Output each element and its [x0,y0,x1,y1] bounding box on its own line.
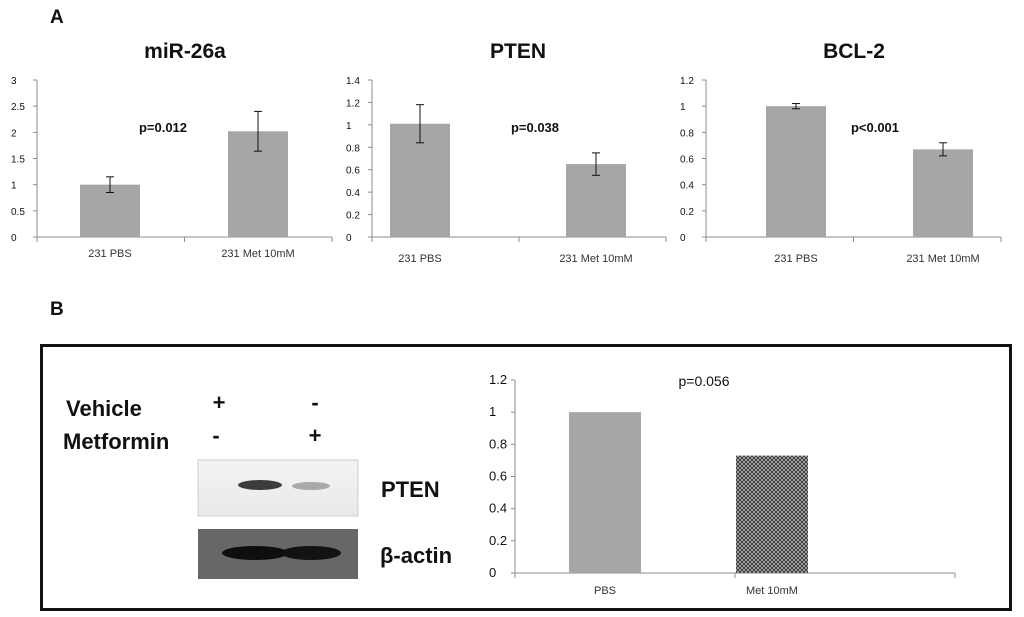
chart-western-quant: 0 0.2 0.4 0.6 0.8 1 1.2 PBS Met 10mM p=0.056 [489,372,956,597]
chart0-ytick-label: 1 [11,181,17,192]
chart0-title: miR-26a [144,40,226,63]
chart2-ytick-label: 0.4 [680,181,694,192]
chart2-title: BCL-2 [823,40,885,63]
chart3-ytick-label: 0.2 [489,533,507,548]
metformin-lane2-mark: + [309,423,322,448]
chart0-ytick-label: 3 [11,76,17,87]
chart2-p-value: p<0.001 [851,120,899,135]
chart0-category-label: 231 PBS [88,248,131,260]
chart3-ytick-label: 0.6 [489,469,507,484]
chart3-bar-1 [569,412,641,573]
chart0-ytick-label: 1.5 [11,155,25,166]
vehicle-lane1-mark: + [213,390,226,415]
vehicle-lane2-mark: - [311,390,318,415]
chart2-bar-1 [766,106,826,238]
western-blot-image [197,459,359,579]
metformin-label: Metformin [63,429,169,454]
chart-mir26a: miR-26a 0 0.5 1 1.5 2 2.5 3 231 PBS 231 Met 10mM p… [11,40,333,260]
panel-b-label: B [50,299,64,320]
chart2-category-label: 231 PBS [774,253,817,265]
chart3-ytick-label: 0.8 [489,436,507,451]
panel-a-label: A [50,7,64,28]
chart1-category-label: 231 PBS [398,253,441,265]
chart0-bar-1 [80,184,140,237]
chart2-ytick-label: 0 [680,233,686,244]
chart1-category-label: 231 Met 10mM [559,253,632,265]
chart0-ytick-label: 0 [11,233,17,244]
actin-band-lane2 [281,546,341,560]
chart2-ytick-label: 0.8 [680,128,694,139]
pten-band-label: PTEN [381,477,440,502]
chart3-p-value: p=0.056 [679,373,730,389]
chart3-category-label: Met 10mM [746,585,798,597]
panel-b-frame [40,344,1012,611]
metformin-lane1-mark: - [212,423,219,448]
chart3-bar-2 [736,455,808,573]
chart1-bar-2 [566,164,626,237]
chart3-category-label: PBS [594,585,616,597]
pten-band-lane1 [238,480,282,490]
chart0-ytick-label: 0.5 [11,207,25,218]
chart3-ytick-label: 1.2 [489,372,507,387]
chart2-bar-2 [913,149,973,237]
chart0-ytick-label: 2 [11,128,17,139]
chart3-ytick-label: 0 [489,565,496,580]
chart0-p-value: p=0.012 [139,120,187,135]
chart-pten: PTEN 0 0.2 0.4 0.6 0.8 1 1.2 1.4 231 PBS 231 Met 1… [346,40,667,265]
chart2-ytick-label: 0.6 [680,155,694,166]
chart1-ytick-label: 0.6 [346,166,360,177]
chart0-ytick-label: 2.5 [11,102,25,113]
chart1-ytick-label: 0.4 [346,188,360,199]
chart0-category-label: 231 Met 10mM [221,248,294,260]
chart1-p-value: p=0.038 [511,120,559,135]
chart1-ytick-label: 0.8 [346,143,360,154]
chart1-ytick-label: 1 [346,121,352,132]
chart2-ytick-label: 0.2 [680,207,694,218]
chart3-ytick-label: 1 [489,404,496,419]
pten-blot-strip [197,459,359,517]
chart1-ytick-label: 0.2 [346,211,360,222]
actin-band-label: β-actin [380,543,452,568]
chart1-ytick-label: 1.2 [346,98,360,109]
vehicle-label: Vehicle [66,396,142,421]
chart1-ytick-label: 1.4 [346,76,360,87]
actin-band-lane1 [222,546,288,560]
chart3-ytick-label: 0.4 [489,501,507,516]
chart1-ytick-label: 0 [346,233,352,244]
chart-bcl2: BCL-2 0 0.2 0.4 0.6 0.8 1 1.2 231 PBS 231 Met 10m… [680,40,1002,265]
chart2-ytick-label: 1.2 [680,76,694,87]
chart1-title: PTEN [490,40,546,63]
pten-band-lane2 [292,482,330,490]
chart2-ytick-label: 1 [680,102,686,113]
chart2-category-label: 231 Met 10mM [906,253,979,265]
